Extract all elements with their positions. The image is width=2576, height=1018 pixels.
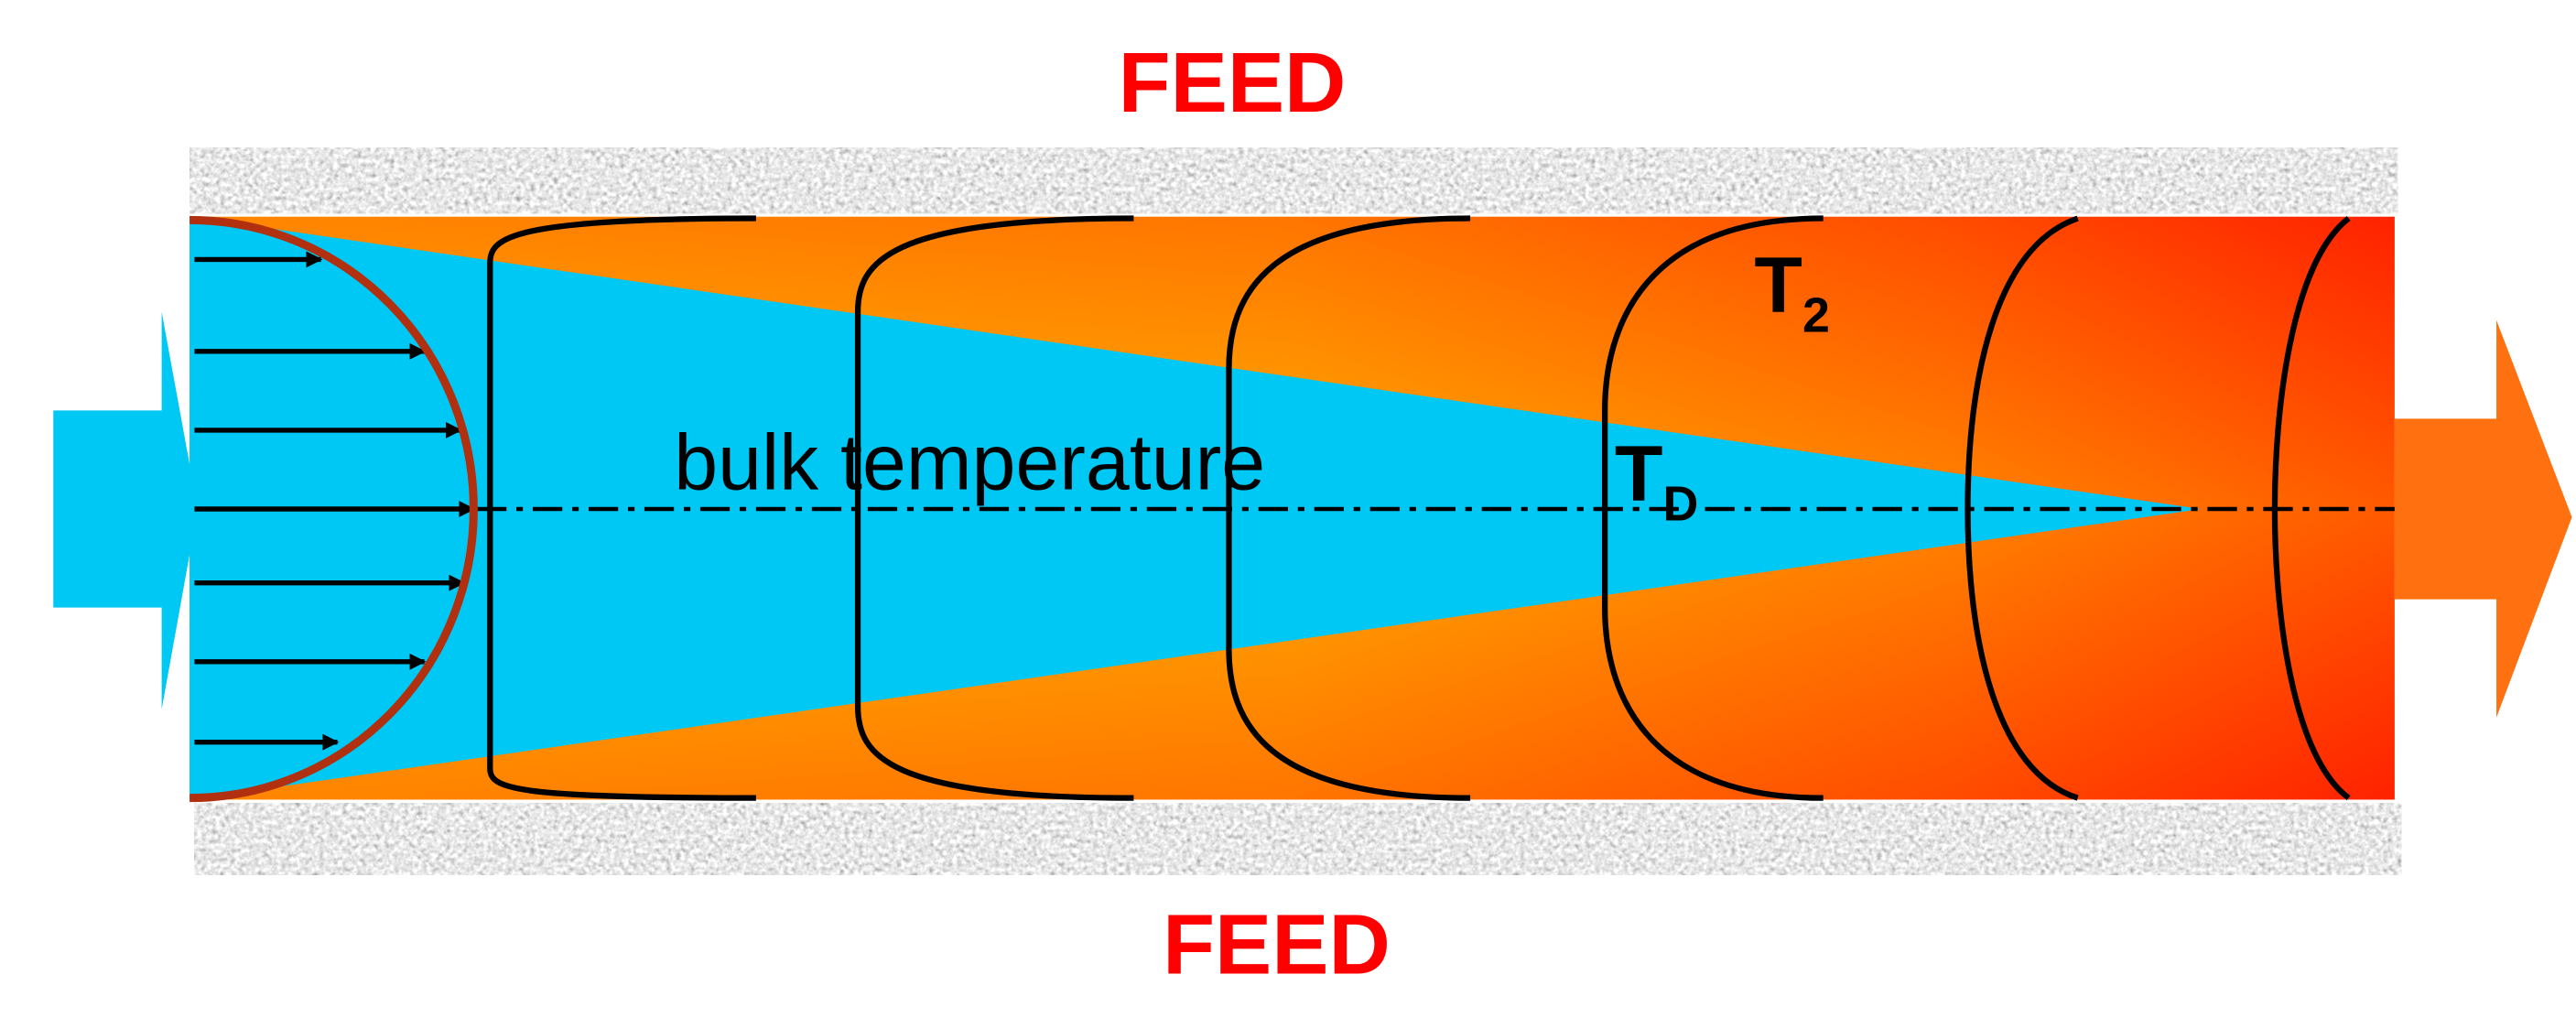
td-label: TD (1615, 430, 1698, 532)
td-main: T (1615, 430, 1663, 518)
velocity-profile (189, 215, 478, 803)
feed-bottom: FEED (1163, 897, 1391, 992)
outlet-arrow (2394, 319, 2572, 718)
t2-label: T2 (1754, 242, 1830, 343)
t2-main: T (1754, 242, 1802, 330)
bulk-label: bulk temperature (674, 418, 1265, 506)
feed-top: FEED (1119, 35, 1347, 130)
inlet-arrow (53, 311, 199, 709)
cold-core (189, 216, 2202, 800)
velocity-arrows (194, 251, 476, 751)
wall-top (187, 145, 2401, 216)
t2-sub: 2 (1802, 287, 1830, 342)
td-sub: D (1663, 477, 1699, 532)
wall-bottom (191, 800, 2404, 878)
temperature-profiles (487, 215, 2351, 801)
